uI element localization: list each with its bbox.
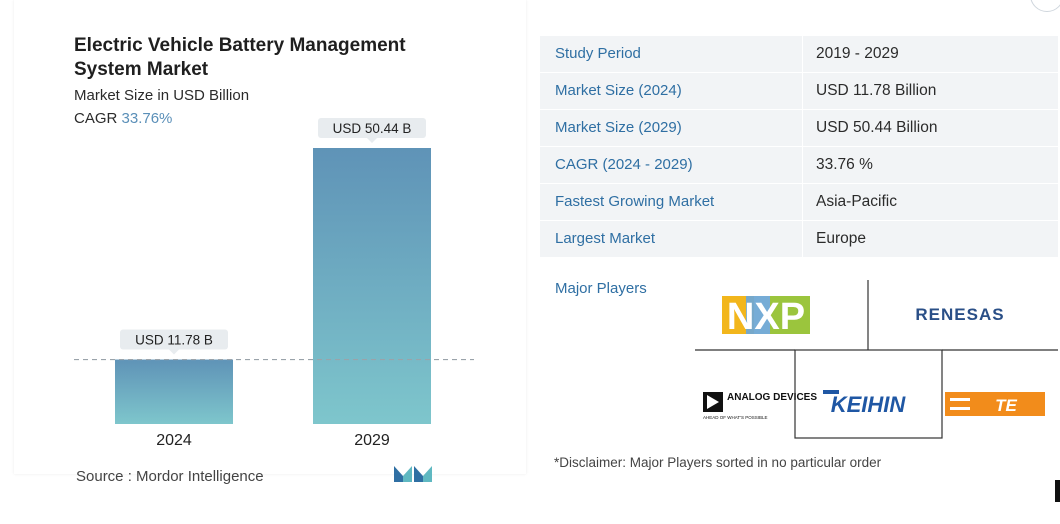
stat-row-market-size-2029: Market Size (2029) USD 50.44 Billion xyxy=(540,110,1058,147)
stat-value: Asia-Pacific xyxy=(803,184,1058,220)
chart-subtitle: Market Size in USD Billion xyxy=(74,87,250,104)
stat-row-fastest-growing: Fastest Growing Market Asia-Pacific xyxy=(540,184,1058,221)
stat-value: USD 11.78 Billion xyxy=(803,73,1058,109)
major-players-box: Major Players NXP RENESAS ANALOG DEVICES… xyxy=(540,262,1058,472)
stat-label: CAGR (2024 - 2029) xyxy=(540,147,802,183)
analog-devices-logo-text: ANALOG DEVICES xyxy=(727,392,817,403)
chart-card: Electric Vehicle Battery Management Syst… xyxy=(14,0,526,485)
mordor-logo-icon xyxy=(394,466,432,482)
stat-value: 2019 - 2029 xyxy=(803,36,1058,72)
disclaimer-text: *Disclaimer: Major Players sorted in no … xyxy=(554,455,882,470)
bar-2029 xyxy=(313,148,431,424)
bar-chart: USD 11.78 B 2024 USD 50.44 B 2029 xyxy=(74,118,474,449)
data-label-pointer-2029 xyxy=(367,138,377,143)
stat-row-market-size-2024: Market Size (2024) USD 11.78 Billion xyxy=(540,73,1058,110)
nxp-logo-text: NXP xyxy=(727,296,805,338)
keihin-logo-icon: KEIHIN xyxy=(823,390,906,417)
te-logo-icon: TE xyxy=(945,392,1045,416)
data-label-2024: USD 11.78 B xyxy=(135,333,213,348)
major-players-title: Major Players xyxy=(555,280,647,297)
nxp-logo-icon: NXP xyxy=(722,296,810,338)
cagr-line: CAGR 33.76% xyxy=(74,110,172,127)
stats-panel: Study Period 2019 - 2029 Market Size (20… xyxy=(540,36,1058,258)
analog-devices-logo-icon: ANALOG DEVICES AHEAD OF WHAT'S POSSIBLE xyxy=(703,392,817,420)
data-label-2029: USD 50.44 B xyxy=(333,121,412,136)
stat-row-cagr: CAGR (2024 - 2029) 33.76 % xyxy=(540,147,1058,184)
stat-value: USD 50.44 Billion xyxy=(803,110,1058,146)
stat-label: Study Period xyxy=(540,36,802,72)
stat-row-largest-market: Largest Market Europe xyxy=(540,221,1058,258)
stat-label: Market Size (2029) xyxy=(540,110,802,146)
corner-decoration xyxy=(1030,0,1060,12)
data-label-bg-2024 xyxy=(120,329,228,350)
category-label-2029: 2029 xyxy=(354,432,390,449)
stat-row-study-period: Study Period 2019 - 2029 xyxy=(540,36,1058,73)
stat-label: Market Size (2024) xyxy=(540,73,802,109)
players-logo-grid: NXP RENESAS ANALOG DEVICES AHEAD OF WHAT… xyxy=(695,280,1058,439)
source-text: Source : Mordor Intelligence xyxy=(76,468,264,485)
cagr-value: 33.76% xyxy=(121,110,173,127)
stat-label: Fastest Growing Market xyxy=(540,184,802,220)
stat-value: Europe xyxy=(803,221,1058,257)
bar-2024 xyxy=(115,359,233,424)
analog-devices-tagline: AHEAD OF WHAT'S POSSIBLE xyxy=(703,415,768,420)
data-label-bg-2029 xyxy=(318,118,426,138)
renesas-logo-text: RENESAS xyxy=(915,305,1004,324)
stat-value: 33.76 % xyxy=(803,147,1058,183)
data-label-pointer-2024 xyxy=(169,349,179,355)
keihin-logo-text: KEIHIN xyxy=(831,392,907,417)
cagr-label: CAGR xyxy=(74,110,118,127)
chart-title: Electric Vehicle Battery Management Syst… xyxy=(74,35,406,80)
category-label-2024: 2024 xyxy=(156,432,192,449)
stat-label: Largest Market xyxy=(540,221,802,257)
edge-mark xyxy=(1055,480,1060,502)
te-logo-text: TE xyxy=(995,396,1017,415)
